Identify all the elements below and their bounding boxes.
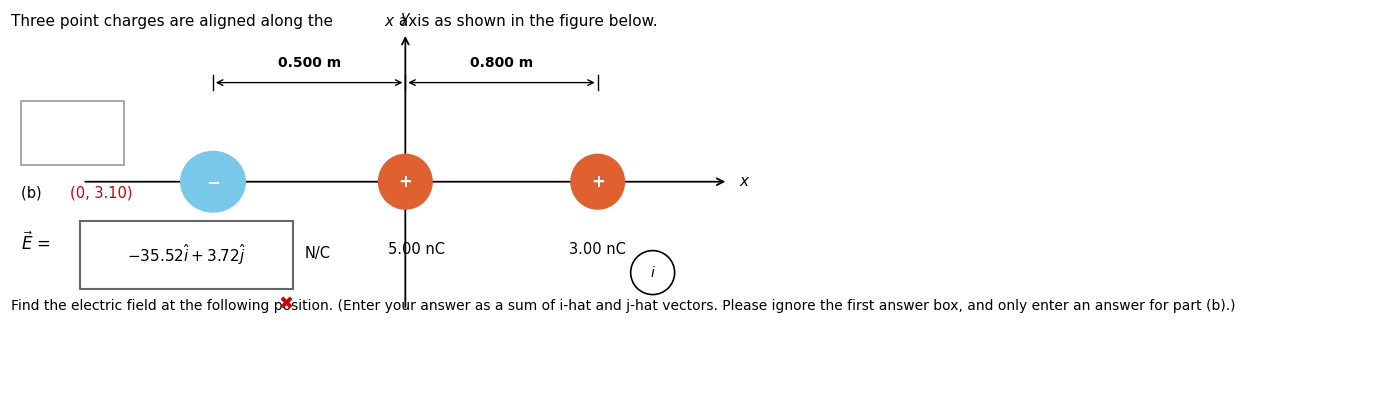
Text: +: + [398,173,412,191]
Text: $\vec{E}$ =: $\vec{E}$ = [21,231,52,254]
Text: Three point charges are aligned along the: Three point charges are aligned along th… [11,14,338,29]
Text: x: x [739,174,749,189]
FancyBboxPatch shape [80,221,293,289]
Ellipse shape [570,154,625,210]
Text: 0.800 m: 0.800 m [470,56,533,70]
Text: +: + [591,173,605,191]
Text: Find the electric field at the following position. (Enter your answer as a sum o: Find the electric field at the following… [11,299,1235,313]
FancyBboxPatch shape [21,101,124,165]
Text: 0.500 m: 0.500 m [278,56,341,70]
Text: x: x [385,14,394,29]
Text: 3.00 nC: 3.00 nC [569,242,627,256]
Text: $-35.52\hat{i} + 3.72\hat{j}$: $-35.52\hat{i} + 3.72\hat{j}$ [126,242,246,268]
Text: i: i [651,266,654,280]
Text: 5.00 nC: 5.00 nC [387,242,445,256]
Text: (b): (b) [21,186,55,201]
Text: −: − [206,173,220,191]
Text: y: y [401,10,409,25]
Text: ✖: ✖ [278,295,294,313]
Text: axis as shown in the figure below.: axis as shown in the figure below. [394,14,658,29]
Ellipse shape [378,154,433,210]
Text: (0, 3.10): (0, 3.10) [70,186,132,201]
Ellipse shape [180,151,246,213]
Text: -4.00 nC: -4.00 nC [181,242,245,256]
Text: N/C: N/C [305,247,331,261]
